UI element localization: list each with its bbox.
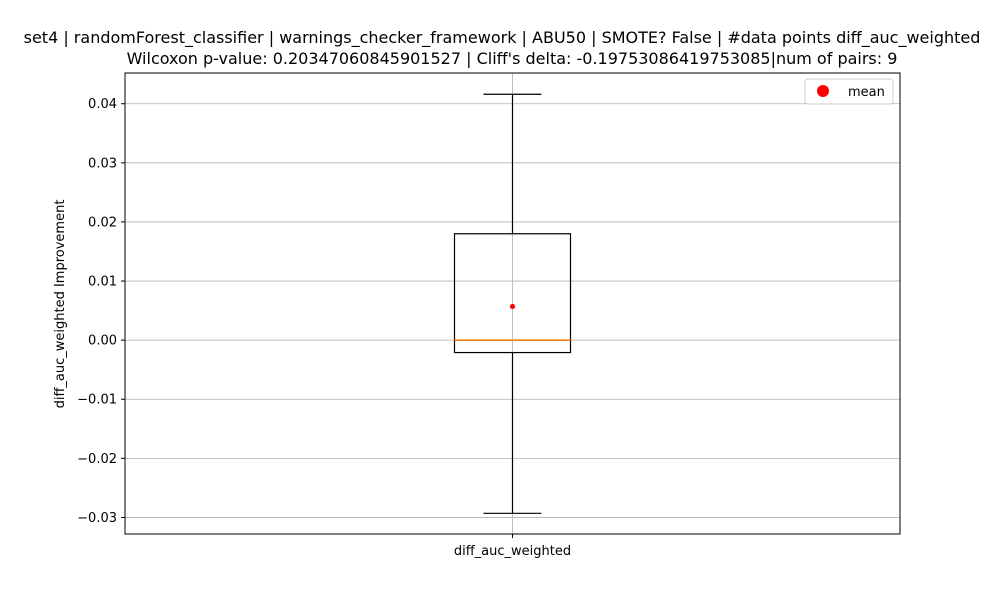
- y-tick-label: 0.04: [88, 97, 117, 112]
- y-tick-label: 0.01: [88, 275, 117, 290]
- y-tick-label: −0.01: [77, 393, 117, 408]
- x-tick-label: diff_auc_weighted: [454, 544, 571, 559]
- interquartile-box: [453, 233, 572, 354]
- y-tick-label: 0.02: [88, 215, 117, 230]
- y-tick-label: −0.02: [77, 452, 117, 467]
- legend-mean-marker: [817, 85, 829, 97]
- legend-frame: [804, 78, 894, 105]
- legend-mean-label: mean: [848, 85, 885, 100]
- box-plot: [453, 93, 572, 514]
- y-tick-label: 0.00: [88, 334, 117, 349]
- y-axis-ticks: −0.03 −0.02 −0.01 0.00 0.01 0.02 0.03 0.04: [77, 97, 125, 526]
- chart-title-line-1: set4 | randomForest_classifier | warning…: [24, 28, 981, 48]
- chart-title-line-2: Wilcoxon p-value: 0.20347060845901527 | …: [127, 49, 898, 68]
- y-tick-label: 0.03: [88, 156, 117, 171]
- mean-marker: [509, 303, 516, 310]
- legend: mean: [804, 78, 894, 105]
- y-tick-label: −0.03: [77, 511, 117, 526]
- x-axis-ticks: diff_auc_weighted: [454, 534, 571, 559]
- y-axis-label: diff_auc_weighted Improvement: [53, 200, 68, 409]
